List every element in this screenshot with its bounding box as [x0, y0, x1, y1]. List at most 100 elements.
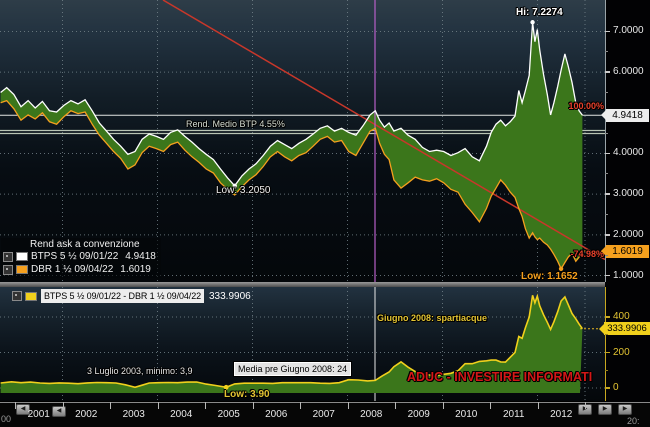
low-marker-label-dbr: Low: 1.1652	[521, 271, 578, 282]
spread-legend-label: BTPS 5 ½ 09/01/22 - DBR 1 ½ 09/04/22	[41, 289, 204, 303]
last-price-tag-dbr: 1.6019	[601, 244, 649, 258]
series-label: DBR 1 ½ 09/04/22	[31, 264, 114, 275]
divider-annotation: Giugno 2008: spartiacque	[377, 313, 488, 323]
year-tick	[62, 402, 64, 409]
retracement-high-label: 100.00%	[568, 101, 604, 111]
axis-minor-tick-main	[605, 254, 608, 256]
year-label: 2005	[217, 409, 240, 420]
series-last-value: 1.6019	[120, 264, 151, 275]
year-label: 2007	[312, 409, 335, 420]
last-price-tag-btps: 4.9418	[601, 108, 649, 122]
series-label: BTPS 5 ½ 09/01/22	[31, 251, 119, 262]
low-marker-label-btps: Low: 3.2050	[216, 185, 271, 196]
legend-row[interactable]: BTPS 5 ½ 09/01/22 4.9418	[3, 250, 156, 263]
high-marker-label: Hi: 7.2274	[516, 7, 563, 18]
axis-minor-tick-main	[605, 173, 608, 175]
pan-left-button-2[interactable]: ◀	[52, 406, 66, 417]
axis-label-main: 3.0000	[613, 188, 644, 200]
axis-label-main: 1.0000	[613, 269, 644, 281]
year-tick	[110, 402, 111, 409]
axis-tick-main	[605, 234, 610, 236]
year-label: 2012	[550, 409, 573, 420]
axis-minor-tick-main	[605, 91, 608, 93]
panel-splitter[interactable]	[0, 282, 650, 287]
clipped-year-left: 00	[1, 414, 12, 424]
pre-2008-average-callout: Media pre Giugno 2008: 24	[232, 361, 353, 377]
high-marker-dot	[530, 20, 535, 25]
axis-tick-main	[605, 71, 610, 73]
year-label: 2001	[27, 409, 50, 420]
year-tick	[15, 402, 16, 409]
year-label: 2006	[265, 409, 288, 420]
main-chart-svg	[0, 0, 605, 282]
axis-minor-tick-main	[605, 51, 608, 53]
axis-label-main: 2.0000	[613, 228, 644, 240]
year-tick	[490, 402, 491, 409]
year-label: 2009	[407, 409, 430, 420]
year-tick	[395, 402, 396, 409]
year-label: 2011	[502, 409, 525, 420]
main-axis-line	[605, 0, 606, 282]
pan-left-button[interactable]: ◀	[16, 404, 30, 415]
expand-toggle-icon[interactable]	[12, 291, 22, 301]
axis-minor-tick-main	[605, 132, 608, 134]
low-marker-dot-dbr	[558, 266, 564, 271]
legend-row[interactable]: DBR 1 ½ 09/04/22 1.6019	[3, 263, 156, 276]
axis-tick-spread	[605, 387, 610, 389]
retracement-low-label: -74.98%	[570, 249, 604, 259]
year-tick	[205, 402, 206, 409]
spread-legend-value: 333.9906	[209, 290, 251, 302]
axis-label-main: 6.0000	[613, 66, 644, 78]
downtrend-line	[162, 0, 605, 261]
pan-right-end-button[interactable]: ▶	[618, 404, 632, 415]
time-axis: 00 20:	[0, 402, 650, 427]
axis-minor-tick-spread	[605, 334, 608, 336]
year-tick	[442, 402, 444, 409]
series-swatch-icon	[16, 252, 28, 261]
axis-minor-tick-spread	[605, 369, 608, 371]
year-tick	[347, 402, 349, 409]
axis-label-main: 4.0000	[613, 147, 644, 159]
last-price-tag-spread: 333.9906	[599, 322, 650, 336]
btps-yield-line	[0, 22, 583, 187]
year-label: 2010	[455, 409, 478, 420]
spread-swatch-icon	[25, 291, 37, 301]
right-axis	[605, 0, 650, 402]
spread-chart-svg	[0, 287, 605, 401]
low-marker-dot-btps	[232, 183, 237, 189]
year-tick	[157, 402, 159, 409]
axis-label-main: 7.0000	[613, 25, 644, 37]
spread-legend[interactable]: BTPS 5 ½ 09/01/22 - DBR 1 ½ 09/04/22 333…	[12, 288, 251, 304]
series-last-value: 4.9418	[125, 251, 156, 262]
low-marker-dot-spread	[223, 384, 229, 390]
minimum-annotation: 3 Luglio 2003, minimo: 3,9	[87, 366, 193, 376]
axis-minor-tick-main	[605, 213, 608, 215]
year-label: 2008	[360, 409, 383, 420]
low-marker-label-spread: Low: 3.90	[224, 389, 270, 400]
axis-tick-main	[605, 30, 610, 33]
yield-spread-area	[0, 22, 583, 269]
spread-axis-line	[605, 287, 606, 401]
dbr-yield-line	[0, 99, 583, 271]
axis-tick-main	[605, 193, 610, 195]
expand-toggle-icon[interactable]	[3, 251, 13, 262]
axis-tick-spread	[605, 316, 610, 318]
spread-line	[0, 293, 584, 389]
axis-tick-main	[605, 152, 610, 155]
expand-toggle-icon[interactable]	[3, 264, 13, 275]
year-tick	[585, 402, 586, 409]
year-tick	[252, 402, 254, 409]
average-yield-line-label: Rend. Medio BTP 4.55%	[186, 119, 285, 129]
aduc-watermark: ADUC - INVESTIRE INFORMATI	[407, 370, 593, 384]
axis-tick-main	[605, 274, 610, 277]
legend-header: Rend ask a convenzione	[30, 239, 140, 250]
year-label: 2004	[170, 409, 193, 420]
axis-label-spread: 0	[613, 382, 619, 393]
year-tick	[537, 402, 539, 409]
pan-right-button-2[interactable]: ▶	[598, 404, 612, 415]
main-legend: Rend ask a convenzione BTPS 5 ½ 09/01/22…	[1, 238, 161, 278]
year-label: 2003	[122, 409, 145, 420]
axis-tick-spread	[605, 351, 610, 354]
axis-label-spread: 400	[613, 311, 630, 322]
